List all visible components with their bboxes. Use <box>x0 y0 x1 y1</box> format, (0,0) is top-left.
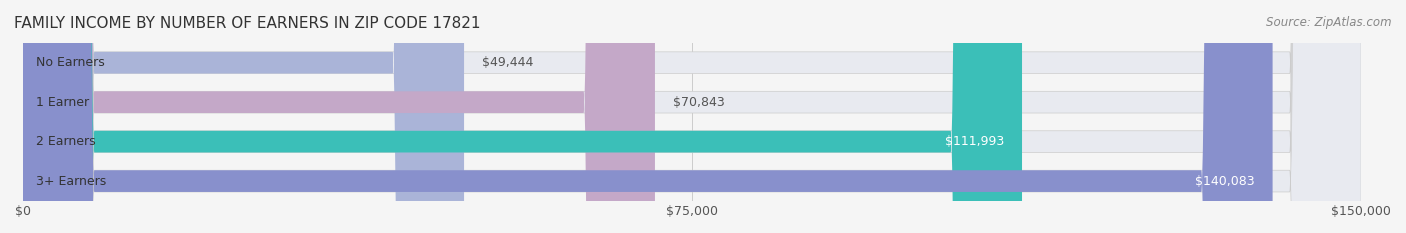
Text: $70,843: $70,843 <box>673 96 724 109</box>
FancyBboxPatch shape <box>22 0 655 233</box>
FancyBboxPatch shape <box>22 0 1022 233</box>
Text: 1 Earner: 1 Earner <box>37 96 90 109</box>
Text: $111,993: $111,993 <box>945 135 1004 148</box>
Text: FAMILY INCOME BY NUMBER OF EARNERS IN ZIP CODE 17821: FAMILY INCOME BY NUMBER OF EARNERS IN ZI… <box>14 16 481 31</box>
Text: 3+ Earners: 3+ Earners <box>37 175 107 188</box>
Text: 2 Earners: 2 Earners <box>37 135 96 148</box>
Text: No Earners: No Earners <box>37 56 105 69</box>
FancyBboxPatch shape <box>22 0 464 233</box>
Text: $49,444: $49,444 <box>482 56 533 69</box>
Text: Source: ZipAtlas.com: Source: ZipAtlas.com <box>1267 16 1392 29</box>
FancyBboxPatch shape <box>22 0 1272 233</box>
FancyBboxPatch shape <box>22 0 1361 233</box>
FancyBboxPatch shape <box>22 0 1361 233</box>
Text: $140,083: $140,083 <box>1195 175 1254 188</box>
FancyBboxPatch shape <box>22 0 1361 233</box>
FancyBboxPatch shape <box>22 0 1361 233</box>
